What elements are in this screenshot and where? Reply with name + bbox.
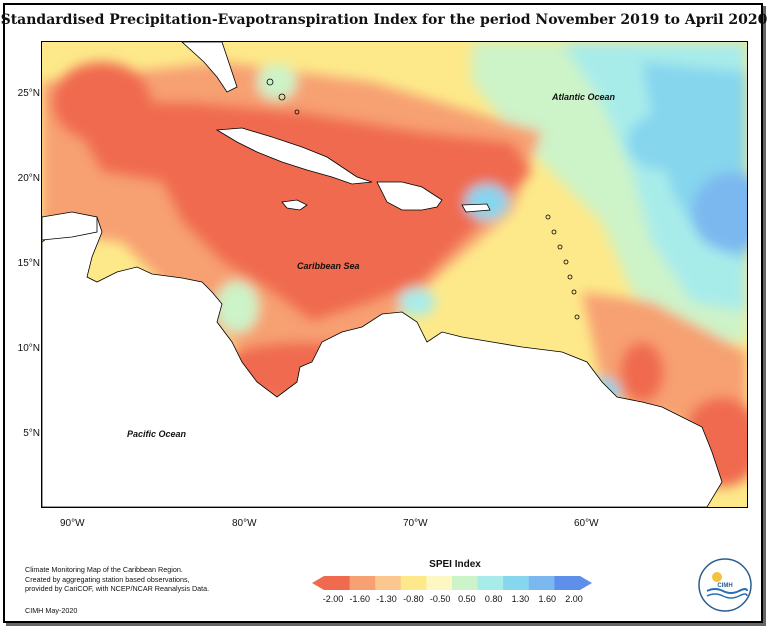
legend-swatch: [503, 576, 530, 590]
jamaica: [281, 199, 308, 211]
legend-swatch: [477, 576, 504, 590]
credits-text: Climate Monitoring Map of the Caribbean …: [25, 565, 225, 594]
legend-tick-label: 1.30: [511, 594, 530, 604]
lon-label-60w: 60°W: [574, 518, 599, 529]
label-atlantic-ocean: Atlantic Ocean: [551, 92, 616, 102]
lon-label-80w: 80°W: [232, 518, 257, 529]
legend-colorbar: [312, 576, 592, 590]
credits-date: CIMH May-2020: [25, 606, 78, 615]
logo-text: CIMH: [717, 583, 732, 589]
legend-tick-label: -2.00: [322, 594, 344, 604]
lon-label-70w: 70°W: [403, 518, 428, 529]
cimh-logo: CIMH: [698, 558, 752, 612]
florida: [181, 42, 238, 93]
lon-label-90w: 90°W: [60, 518, 85, 529]
spei-map: Atlantic Ocean Caribbean Sea Pacific Oce…: [41, 41, 748, 508]
legend-swatch: [349, 576, 376, 590]
legend-swatch: [426, 576, 453, 590]
legend-tick-label: 0.80: [484, 594, 503, 604]
legend-swatch: [400, 576, 427, 590]
legend-swatch: [375, 576, 402, 590]
label-caribbean-sea: Caribbean Sea: [297, 261, 360, 271]
legend-arrow-right: [580, 576, 592, 590]
central-america-landmass: [42, 216, 723, 507]
legend-tick-label: 2.00: [565, 594, 583, 604]
dry-zone-red: [62, 102, 532, 322]
legend-tick-label: 0.50: [458, 594, 476, 604]
map-title: Standardised Precipitation-Evapotranspir…: [0, 12, 768, 28]
yucatan: [42, 211, 98, 241]
credits-line-1: Climate Monitoring Map of the Caribbean …: [25, 565, 183, 574]
cuba: [215, 127, 373, 185]
legend-tick-label: -0.50: [429, 594, 451, 604]
credits-line-3: provided by CariCOF, with NCEP/NCAR Rean…: [25, 584, 210, 594]
legend-swatch: [554, 576, 581, 590]
legend-title: SPEI Index: [429, 559, 481, 570]
legend-swatch: [452, 576, 479, 590]
legend-arrow-left: [312, 576, 324, 590]
label-pacific-ocean: Pacific Ocean: [127, 429, 187, 439]
legend-tick-label: 1.60: [538, 594, 556, 604]
hispaniola: [376, 181, 443, 211]
lat-label-20n: 20°N: [17, 173, 40, 184]
legend-tick-label: -0.80: [403, 594, 424, 604]
legend-tick-label: -1.60: [349, 594, 371, 604]
legend-swatch: [324, 576, 351, 590]
credits-line-2: Created by aggregating station based obs…: [25, 574, 190, 584]
puerto-rico: [461, 203, 491, 213]
lat-label-25n: 25°N: [17, 88, 40, 99]
lat-label-10n: 10°N: [17, 343, 40, 354]
lat-label-5n: 5°N: [23, 428, 40, 439]
legend-tick-label: -1.30: [376, 594, 397, 604]
wet-zone-darkblue: [692, 172, 747, 252]
legend-swatch: [528, 576, 555, 590]
lat-label-15n: 15°N: [17, 258, 40, 269]
